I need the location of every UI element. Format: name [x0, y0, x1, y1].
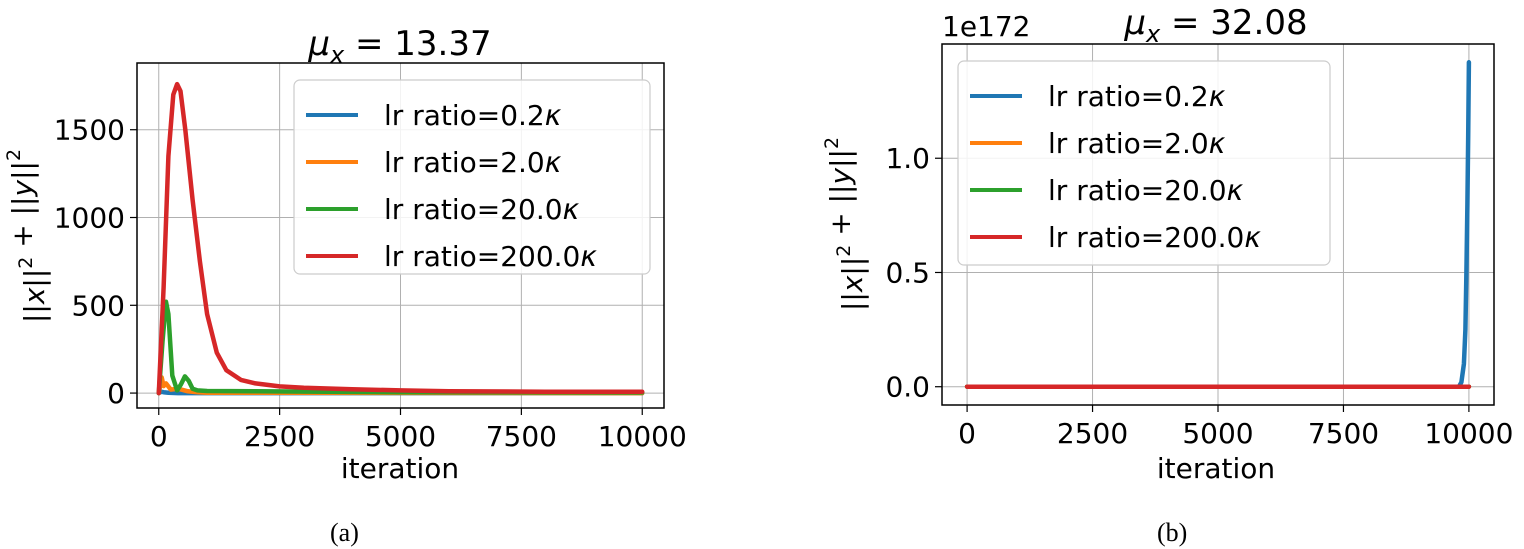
series-lines — [964, 60, 1472, 389]
y-tick-label: 500 — [72, 289, 125, 322]
axes-frame — [941, 43, 1495, 406]
x-axis-label: iteration — [341, 452, 459, 485]
x-tick-label: 2500 — [244, 420, 315, 453]
x-ticks: 0 2500 5000 7500 10000 — [958, 405, 1513, 450]
x-axis-label: iteration — [1157, 452, 1275, 485]
y-axis-label: ||x||2 + ||y||2 — [3, 149, 51, 323]
y-tick-label: 0 — [107, 377, 125, 410]
legend-label: lr ratio=2.0κ — [1048, 127, 1226, 160]
caption-a: (a) — [330, 518, 359, 547]
series-line-3 — [156, 81, 645, 396]
x-tick-label: 5000 — [365, 420, 436, 453]
caption-b: (b) — [1157, 518, 1188, 547]
chart-title: μx = 32.08 — [1123, 3, 1307, 48]
grid — [942, 44, 1494, 405]
series-line-0 — [964, 60, 1472, 389]
y-ticks: 0.0 0.5 1.0 — [885, 142, 942, 404]
y-tick-label: 1.0 — [885, 142, 930, 175]
legend-label: lr ratio=200.0κ — [1048, 221, 1261, 254]
x-tick-label: 7500 — [486, 420, 557, 453]
legend-label: lr ratio=0.2κ — [1048, 80, 1226, 113]
x-tick-label: 5000 — [1182, 417, 1253, 450]
series-line-2 — [156, 299, 645, 396]
y-tick-label: 0.5 — [885, 256, 930, 289]
x-tick-label: 0 — [150, 420, 168, 453]
legend-label: lr ratio=200.0κ — [384, 240, 597, 273]
x-tick-label: 10000 — [1424, 417, 1513, 450]
x-tick-label: 7500 — [1308, 417, 1379, 450]
x-tick-label: 0 — [958, 417, 976, 450]
y-ticks: 0 500 1000 1500 — [54, 114, 137, 410]
y-tick-label: 1500 — [54, 114, 125, 147]
y-tick-label: 1000 — [54, 202, 125, 235]
legend: lr ratio=0.2κ lr ratio=2.0κ lr ratio=20.0κ… — [957, 60, 1331, 266]
x-ticks: 0 2500 5000 7500 10000 — [150, 408, 687, 453]
legend-label: lr ratio=20.0κ — [1048, 174, 1244, 207]
legend-label: lr ratio=2.0κ — [384, 146, 562, 179]
y-offset-label: 1e172 — [942, 10, 1030, 43]
legend-label: lr ratio=0.2κ — [384, 99, 562, 132]
legend: lr ratio=0.2κ lr ratio=2.0κ lr ratio=20.0κ… — [293, 79, 651, 275]
legend-label: lr ratio=20.0κ — [384, 193, 580, 226]
chart-title: μx = 13.37 — [307, 24, 491, 69]
x-tick-label: 2500 — [1057, 417, 1128, 450]
y-tick-label: 0.0 — [885, 371, 930, 404]
y-axis-label: ||x||2 + ||y||2 — [821, 137, 869, 311]
x-tick-label: 10000 — [598, 420, 687, 453]
chart-a: 0 2500 5000 7500 10000 0 500 1000 1500 μx = 13.… — [3, 24, 687, 485]
series-lines — [156, 81, 645, 396]
